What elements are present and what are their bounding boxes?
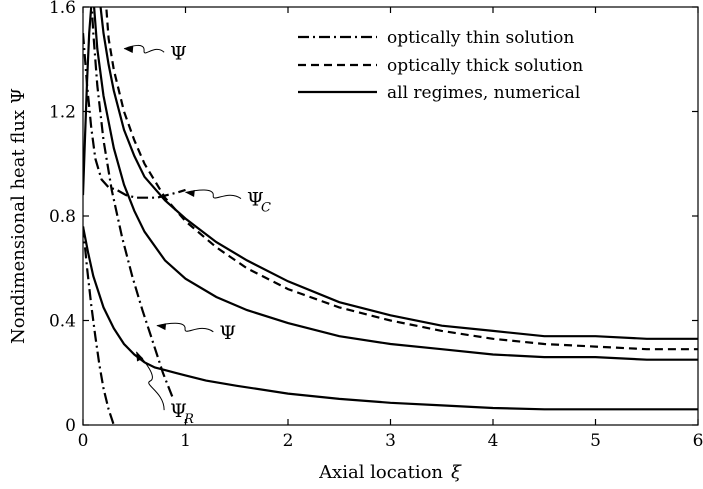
y-tick-label: 1.2 — [49, 103, 76, 123]
leader-arrowhead-1 — [185, 189, 195, 197]
series-line-0-dashdot — [90, 7, 175, 400]
annotation-subscript-1: C — [261, 201, 271, 216]
y-tick-label: 0.4 — [49, 312, 76, 332]
y-tick-label: 1.6 — [49, 0, 76, 18]
x-axis-title: Axial location ξ — [318, 462, 462, 483]
y-tick-label: 0.8 — [49, 207, 76, 227]
series-line-4-solid — [99, 7, 698, 340]
series-line-7-solid — [83, 7, 93, 196]
x-tick-label: 1 — [180, 431, 191, 451]
annotation-psi-1: Ψ — [247, 189, 264, 211]
x-tick-label: 2 — [283, 431, 294, 451]
x-tick-label: 6 — [693, 431, 703, 451]
x-tick-label: 4 — [488, 431, 499, 451]
leader-line-0 — [123, 44, 165, 54]
leader-line-2 — [156, 322, 214, 333]
leader-arrowhead-0 — [124, 46, 134, 54]
series-line-3-dashed — [105, 7, 698, 351]
legend: optically thin solution optically thick … — [298, 28, 583, 103]
annotation-psi-0: Ψ — [170, 42, 187, 64]
series-line-6-solid — [83, 226, 698, 411]
x-tick-label: 5 — [590, 431, 601, 451]
series-line-1-dashdot — [83, 226, 115, 425]
annotation-psi-3: Ψ — [170, 400, 187, 422]
legend-label-thin: optically thin solution — [387, 28, 574, 48]
y-axis-title: Nondimensional heat fluxΨ — [8, 88, 29, 344]
leader-arrowhead-2 — [156, 323, 167, 331]
annotation-leaders — [123, 44, 242, 411]
series-line-2-dashdot — [83, 33, 186, 199]
x-tick-label: 0 — [78, 431, 89, 451]
y-tick-label: 0 — [65, 416, 76, 436]
leader-arrowhead-3 — [136, 351, 144, 362]
x-tick-label: 3 — [385, 431, 396, 451]
annotation-psi-2: Ψ — [219, 322, 236, 344]
leader-line-1 — [185, 189, 242, 199]
tick-labels: 0 1 2 3 4 5 6 0 0.4 0.8 1.2 1.6 — [49, 0, 703, 451]
leader-line-3 — [135, 351, 165, 411]
axis-ticks — [82, 6, 699, 426]
annotation-subscript-3: R — [183, 412, 194, 427]
series-group — [83, 7, 698, 425]
legend-label-numerical: all regimes, numerical — [387, 83, 580, 103]
series-line-5-solid — [92, 7, 698, 361]
legend-label-thick: optically thick solution — [387, 56, 583, 76]
